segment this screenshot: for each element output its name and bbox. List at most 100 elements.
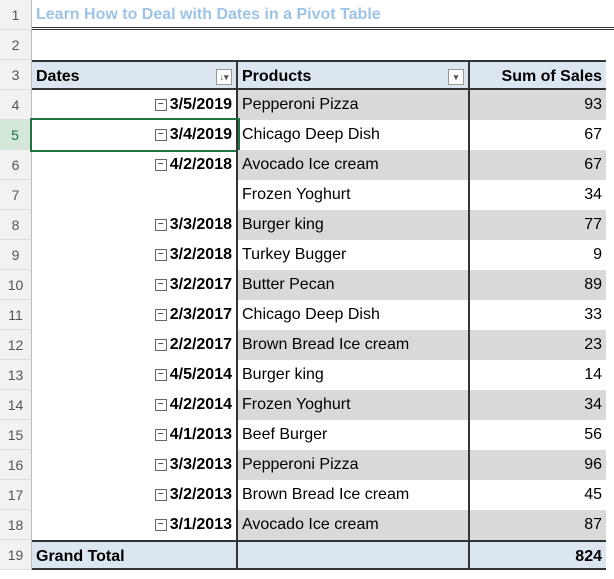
date-cell[interactable]: −4/5/2014 [32, 360, 238, 390]
sales-cell[interactable]: 23 [470, 330, 606, 360]
date-cell[interactable]: −3/2/2017 [32, 270, 238, 300]
sales-cell[interactable]: 96 [470, 450, 606, 480]
collapse-button[interactable]: − [154, 278, 167, 291]
collapse-button[interactable]: − [154, 488, 167, 501]
date-cell[interactable]: −3/3/2013 [32, 450, 238, 480]
product-cell[interactable]: Frozen Yoghurt [238, 390, 470, 420]
column-header-text: Products [242, 68, 312, 85]
sales-cell[interactable]: 67 [470, 150, 606, 180]
sales-cell[interactable]: 89 [470, 270, 606, 300]
row-header[interactable]: 9 [0, 240, 32, 270]
row-header[interactable]: 8 [0, 210, 32, 240]
collapse-button[interactable]: − [154, 308, 167, 321]
date-cell[interactable]: −2/3/2017 [32, 300, 238, 330]
row-header-text: 12 [7, 337, 24, 353]
filter-button[interactable]: ▾ [448, 69, 464, 85]
row-header[interactable]: 15 [0, 420, 32, 450]
product-cell[interactable]: Butter Pecan [238, 270, 470, 300]
sales-cell[interactable]: 67 [470, 120, 606, 150]
filter-button[interactable]: ↓▾ [216, 69, 232, 85]
row-header[interactable]: 14 [0, 390, 32, 420]
date-cell[interactable] [32, 180, 238, 210]
sales-cell[interactable]: 9 [470, 240, 606, 270]
product-cell-text: Beef Burger [242, 426, 328, 443]
collapse-button[interactable]: − [154, 458, 167, 471]
sales-cell-text: 96 [584, 456, 602, 473]
row-header[interactable]: 17 [0, 480, 32, 510]
product-cell[interactable]: Pepperoni Pizza [238, 90, 470, 120]
date-cell[interactable]: −4/1/2013 [32, 420, 238, 450]
sales-cell[interactable]: 77 [470, 210, 606, 240]
sales-cell[interactable]: 33 [470, 300, 606, 330]
sales-cell-text: 87 [584, 516, 602, 533]
sales-cell-text: 67 [584, 156, 602, 173]
collapse-button[interactable]: − [154, 98, 167, 111]
date-cell[interactable]: −4/2/2014 [32, 390, 238, 420]
collapse-button[interactable]: − [154, 218, 167, 231]
row-header[interactable]: 19 [0, 540, 32, 570]
collapse-button[interactable]: − [154, 128, 167, 141]
sales-cell[interactable]: 34 [470, 180, 606, 210]
sales-cell[interactable]: 93 [470, 90, 606, 120]
sales-cell[interactable]: 45 [470, 480, 606, 510]
row-header[interactable]: 1 [0, 0, 32, 30]
row-header[interactable]: 3 [0, 60, 32, 90]
row-header[interactable]: 16 [0, 450, 32, 480]
row-header[interactable]: 5 [0, 120, 32, 150]
sales-cell[interactable]: 14 [470, 360, 606, 390]
product-cell-text: Avocado Ice cream [242, 516, 379, 533]
row-header[interactable]: 6 [0, 150, 32, 180]
product-cell[interactable]: Burger king [238, 210, 470, 240]
product-cell[interactable]: Chicago Deep Dish [238, 300, 470, 330]
row-header-text: 11 [8, 307, 23, 323]
row-header[interactable]: 11 [0, 300, 32, 330]
product-cell[interactable]: Chicago Deep Dish [238, 120, 470, 150]
product-cell[interactable]: Pepperoni Pizza [238, 450, 470, 480]
row-header[interactable]: 18 [0, 510, 32, 540]
product-cell[interactable]: Brown Bread Ice cream [238, 330, 470, 360]
date-cell[interactable]: −3/1/2013 [32, 510, 238, 540]
date-cell[interactable]: −3/4/2019 [30, 118, 240, 152]
product-cell-text: Butter Pecan [242, 276, 335, 293]
date-cell[interactable]: −3/2/2013 [32, 480, 238, 510]
product-cell[interactable]: Avocado Ice cream [238, 510, 470, 540]
product-cell[interactable]: Brown Bread Ice cream [238, 480, 470, 510]
row-header[interactable]: 7 [0, 180, 32, 210]
sales-cell-text: 77 [584, 216, 602, 233]
collapse-button[interactable]: − [154, 368, 167, 381]
product-cell-text: Frozen Yoghurt [242, 396, 351, 413]
collapse-button[interactable]: − [154, 248, 167, 261]
collapse-button[interactable]: − [154, 518, 167, 531]
sales-cell[interactable]: 34 [470, 390, 606, 420]
date-cell[interactable]: −4/2/2018 [32, 150, 238, 180]
collapse-button[interactable]: − [154, 338, 167, 351]
row-header[interactable]: 2 [0, 30, 32, 60]
date-cell[interactable]: −3/5/2019 [32, 90, 238, 120]
column-header: Products ▾ [238, 60, 470, 90]
date-cell[interactable]: −3/3/2018 [32, 210, 238, 240]
grand-total-label: Grand Total [32, 540, 238, 570]
row-header-text: 14 [7, 397, 24, 413]
sales-cell[interactable]: 56 [470, 420, 606, 450]
row-header[interactable]: 12 [0, 330, 32, 360]
date-cell[interactable]: −3/2/2018 [32, 240, 238, 270]
sales-cell-text: 23 [584, 336, 602, 353]
product-cell[interactable]: Avocado Ice cream [238, 150, 470, 180]
sales-cell[interactable]: 87 [470, 510, 606, 540]
sales-cell-text: 34 [584, 396, 602, 413]
date-cell[interactable]: −2/2/2017 [32, 330, 238, 360]
product-cell[interactable]: Turkey Bugger [238, 240, 470, 270]
row-header[interactable]: 13 [0, 360, 32, 390]
product-cell[interactable]: Beef Burger [238, 420, 470, 450]
product-cell[interactable]: Frozen Yoghurt [238, 180, 470, 210]
collapse-button[interactable]: − [154, 428, 167, 441]
product-cell-text: Brown Bread Ice cream [242, 336, 410, 353]
row-header[interactable]: 4 [0, 90, 32, 120]
collapse-button[interactable]: − [154, 158, 167, 171]
date-cell-text: 3/3/2013 [169, 456, 232, 473]
date-cell-text: 4/2/2014 [169, 396, 232, 413]
collapse-button[interactable]: − [154, 398, 167, 411]
row-header[interactable]: 10 [0, 270, 32, 300]
product-cell[interactable]: Burger king [238, 360, 470, 390]
product-cell-text: Turkey Bugger [242, 246, 347, 263]
